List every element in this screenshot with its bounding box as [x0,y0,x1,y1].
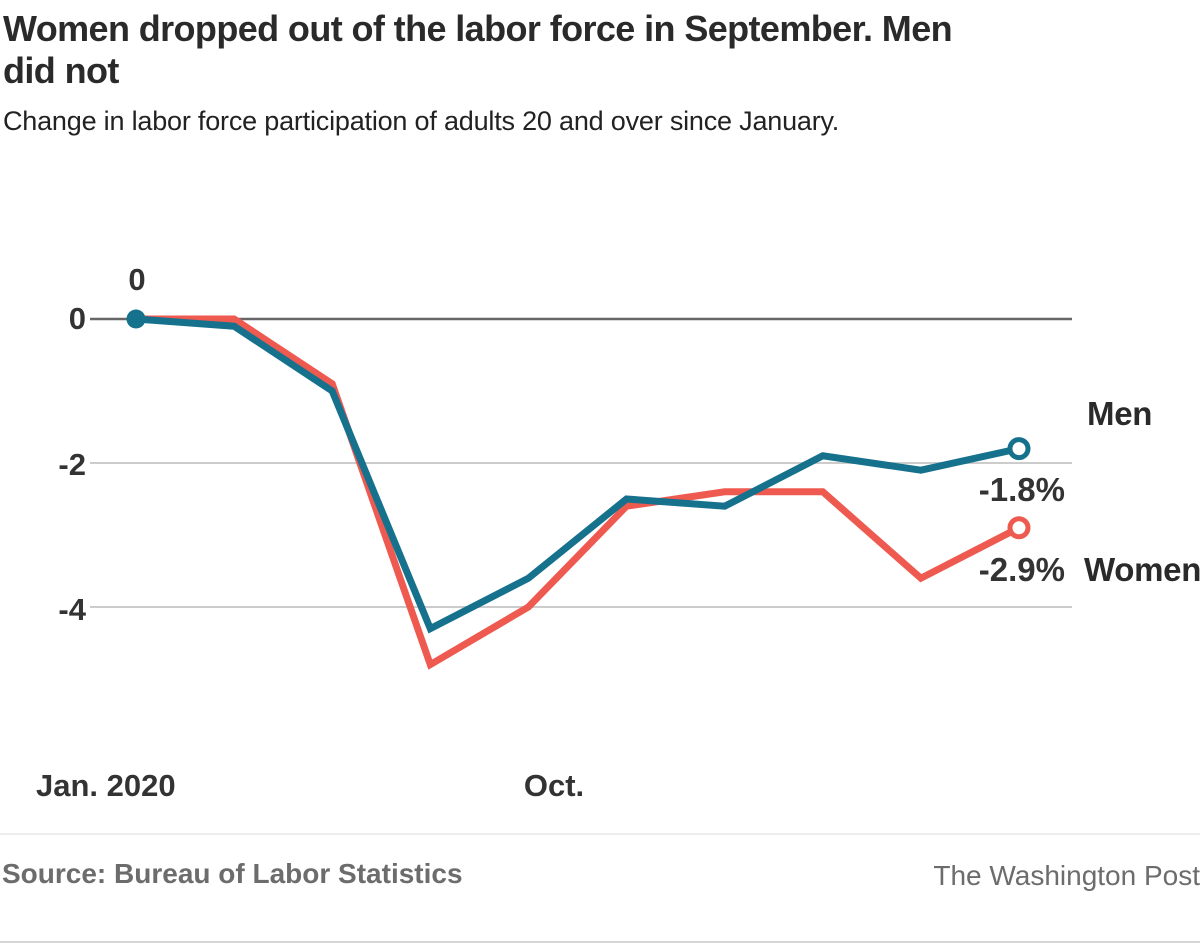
footer-divider-line [0,833,1200,835]
x-axis-tick-label-oct: Oct. [523,768,585,803]
chart-title-line2: did not [3,50,119,91]
women-end-value-label: -2.9% [978,551,1065,588]
y-axis-tick-label-neg4: -4 [58,592,86,627]
y-axis-tick-label-0: 0 [68,301,86,336]
men-end-marker [1007,437,1031,461]
men-end-value-label: -1.8% [978,471,1065,508]
chart-title-line1: Women dropped out of the labor force in … [3,8,953,49]
women-end-marker [1007,516,1031,540]
start-point-annotation: 0 [128,262,146,297]
y-axis-tick-label-neg2: -2 [58,447,86,482]
source-note: Source: Bureau of Labor Statistics [2,858,463,889]
chart-subtitle: Change in labor force participation of a… [3,106,840,136]
men-series-line [135,315,1020,634]
x-axis-tick-label-jan2020: Jan. 2020 [36,768,176,803]
women-series-label: Women [1084,551,1200,588]
start-point-dot [126,309,146,329]
publisher-credit: The Washington Post [933,860,1200,891]
women-series-line [136,315,1021,670]
bottom-border-line [0,941,1200,943]
men-series-label: Men [1087,395,1153,432]
chart-title: Women dropped out of the labor force in … [3,8,953,92]
